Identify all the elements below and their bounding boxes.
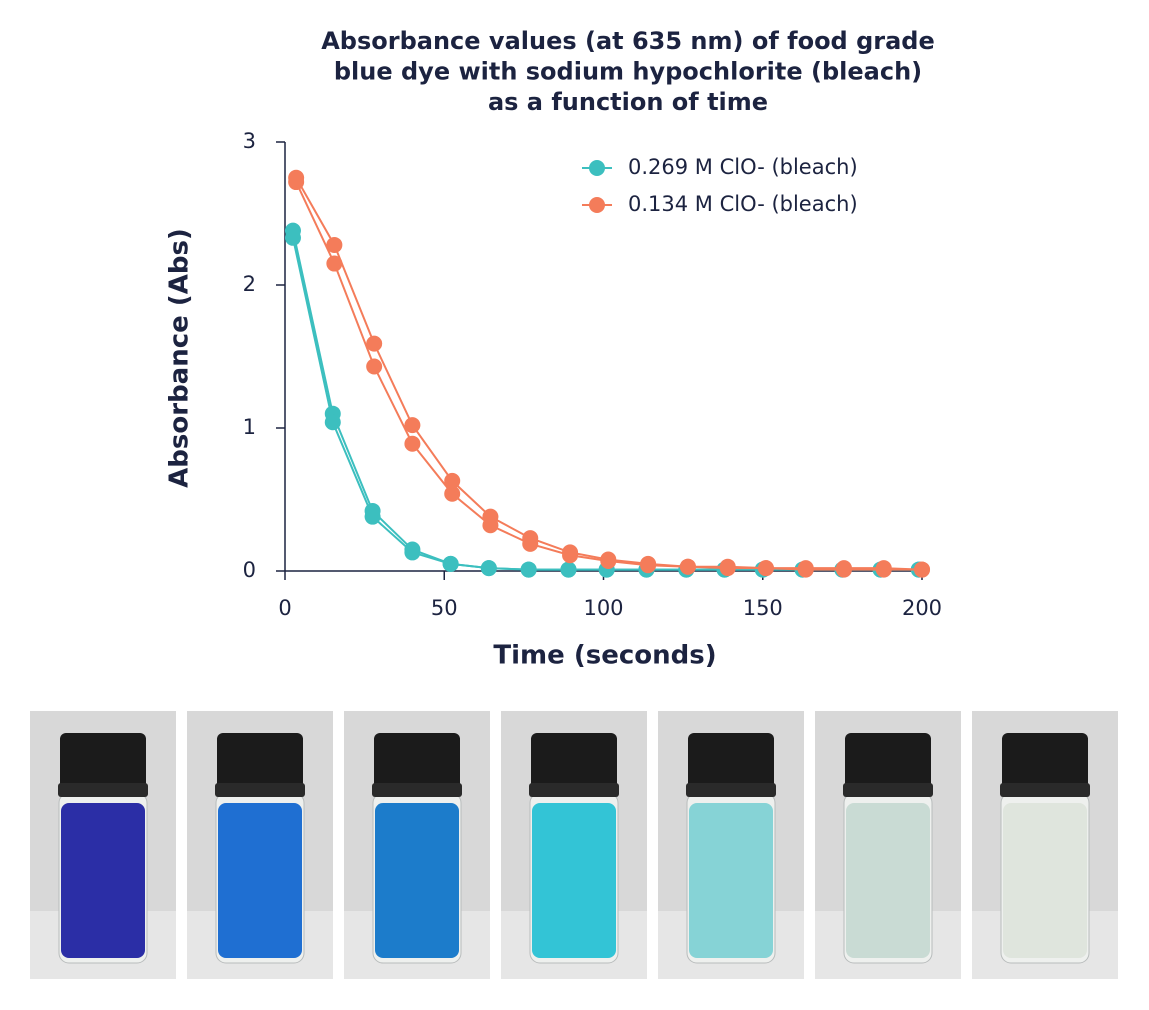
data-point	[875, 561, 892, 578]
vial-liquid	[689, 803, 773, 958]
data-point	[324, 414, 341, 431]
vial-liquid	[846, 803, 930, 958]
vial-cap-rim	[215, 783, 305, 797]
vial-liquid	[218, 803, 302, 958]
data-point	[444, 485, 461, 502]
chart-title: blue dye with sodium hypochlorite (bleac…	[334, 58, 922, 86]
data-point	[522, 535, 539, 552]
vial-cap-rim	[372, 783, 462, 797]
series-line	[291, 237, 919, 571]
data-point	[520, 561, 537, 578]
legend-marker	[589, 160, 605, 176]
y-axis-title: Absorbance (Abs)	[165, 228, 195, 488]
data-point	[560, 561, 577, 578]
vial-liquid	[375, 803, 459, 958]
data-point	[366, 335, 383, 352]
vial-liquid	[532, 803, 616, 958]
vial-photos	[30, 711, 1118, 979]
data-point	[719, 560, 736, 577]
data-point	[562, 547, 579, 564]
data-point	[326, 255, 343, 272]
data-point	[482, 517, 499, 534]
data-point	[640, 557, 657, 574]
data-point	[797, 561, 814, 578]
data-point	[284, 229, 301, 246]
vial-liquid	[1003, 803, 1087, 958]
x-tick-label: 100	[583, 596, 623, 620]
data-point	[404, 435, 421, 452]
vial-cap-rim	[58, 783, 148, 797]
x-tick-label: 150	[743, 596, 783, 620]
y-tick-label: 0	[243, 558, 256, 582]
y-tick-label: 3	[243, 129, 256, 153]
vial-cap-rim	[1000, 783, 1090, 797]
legend-label: 0.134 M ClO- (bleach)	[628, 192, 858, 216]
vial-cap	[845, 733, 931, 797]
y-tick-label: 2	[243, 272, 256, 296]
data-point	[679, 558, 696, 575]
chart-title: as a function of time	[488, 88, 768, 116]
y-tick-label: 1	[243, 415, 256, 439]
x-tick-label: 0	[278, 596, 291, 620]
data-point	[364, 508, 381, 525]
data-point	[444, 472, 461, 489]
vial-cap	[374, 733, 460, 797]
data-point	[326, 236, 343, 253]
vial-cap-rim	[686, 783, 776, 797]
data-point	[442, 555, 459, 572]
vial-cap	[688, 733, 774, 797]
data-point	[757, 560, 774, 577]
chart-title: Absorbance values (at 635 nm) of food gr…	[321, 27, 935, 55]
data-point	[288, 174, 305, 191]
data-point	[914, 561, 930, 578]
legend-label: 0.269 M ClO- (bleach)	[628, 155, 858, 179]
vial-cap	[217, 733, 303, 797]
x-tick-label: 200	[902, 596, 942, 620]
vial-cap-rim	[529, 783, 619, 797]
series-line	[295, 177, 923, 571]
legend-marker	[589, 197, 605, 213]
vial-cap-rim	[843, 783, 933, 797]
vial-cap	[1002, 733, 1088, 797]
x-tick-label: 50	[431, 596, 458, 620]
vial-cap	[60, 733, 146, 797]
x-axis-title: Time (seconds)	[493, 641, 716, 671]
vial-liquid	[61, 803, 145, 958]
data-point	[366, 358, 383, 375]
data-point	[600, 552, 617, 569]
series-line	[291, 230, 919, 571]
data-point	[480, 560, 497, 577]
data-point	[835, 561, 852, 578]
vial-cap	[531, 733, 617, 797]
data-point	[404, 417, 421, 434]
data-point	[404, 544, 421, 561]
